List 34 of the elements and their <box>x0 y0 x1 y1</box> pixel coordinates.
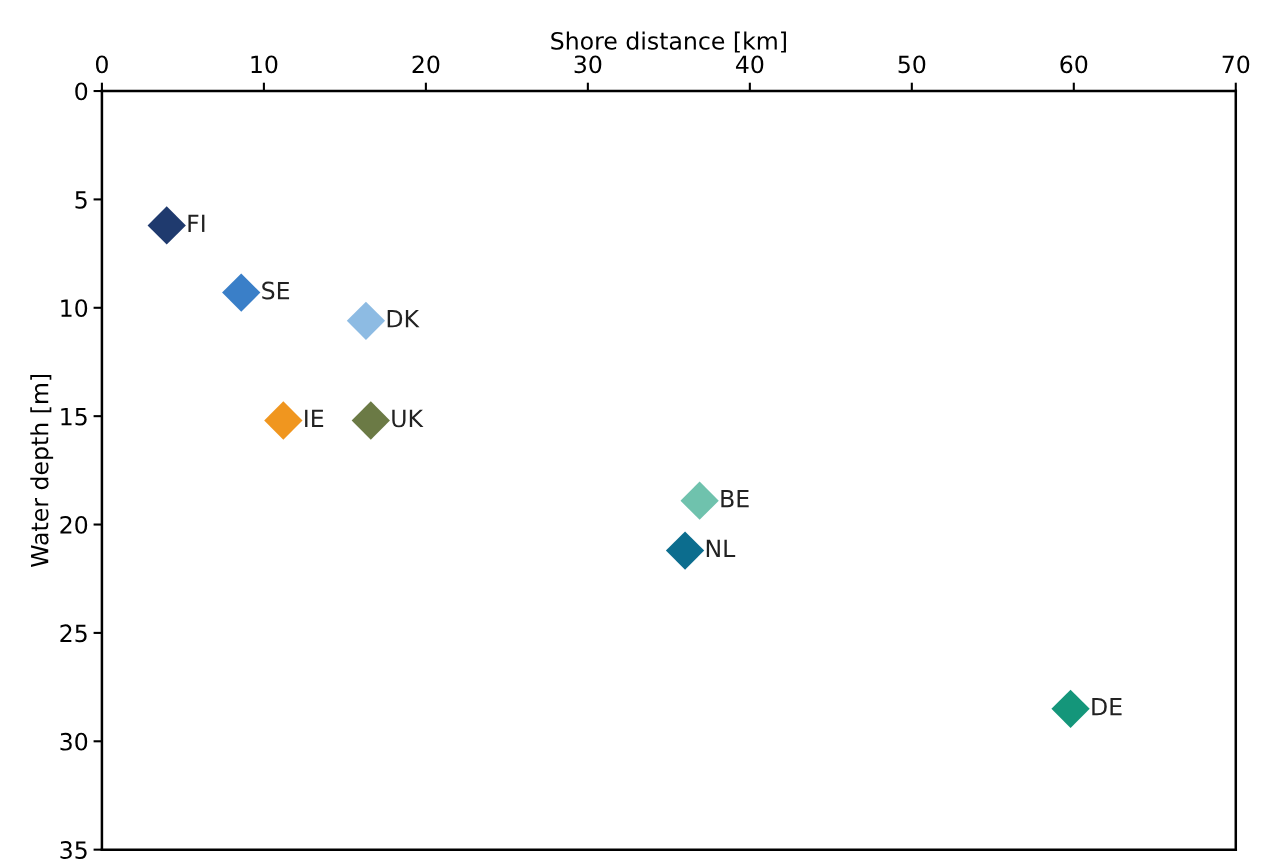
series-label: DE <box>1092 698 1122 716</box>
x-tick-label: 40 <box>735 55 764 74</box>
point <box>222 273 261 312</box>
x-tick-label: 60 <box>1060 55 1088 74</box>
y-tick-label: 10 <box>61 299 88 318</box>
x-tick-label: 20 <box>412 55 440 74</box>
y-tick-label: 5 <box>75 191 87 209</box>
point <box>264 401 303 440</box>
series-label: NL <box>706 539 736 558</box>
y-axis-title: Water depth [m] <box>30 374 54 568</box>
y-tick-label: 35 <box>60 841 87 859</box>
x-tick-label: 10 <box>251 55 278 74</box>
x-tick-label: 0 <box>95 55 108 74</box>
x-tick-label: 30 <box>574 55 602 74</box>
x-tick-label: 50 <box>898 55 926 74</box>
series-label: IE <box>305 409 324 428</box>
series-label: UK <box>392 409 424 428</box>
point <box>1051 689 1090 728</box>
point <box>680 481 719 520</box>
y-tick-label: 30 <box>60 732 88 751</box>
x-axis-title: Shore distance [km] <box>551 31 786 53</box>
point <box>346 301 386 340</box>
series-label: FI <box>188 214 205 232</box>
x-tick-label: 70 <box>1222 55 1250 74</box>
series-label: DK <box>387 310 420 328</box>
point <box>147 206 186 245</box>
y-tick-label: 25 <box>60 624 87 643</box>
y-tick-label: 20 <box>60 515 88 534</box>
point <box>351 401 390 440</box>
series-label: SE <box>262 281 290 300</box>
series-label: BE <box>721 489 749 508</box>
point <box>665 531 705 570</box>
y-tick-label: 15 <box>61 407 87 426</box>
y-tick-label: 0 <box>75 82 88 101</box>
